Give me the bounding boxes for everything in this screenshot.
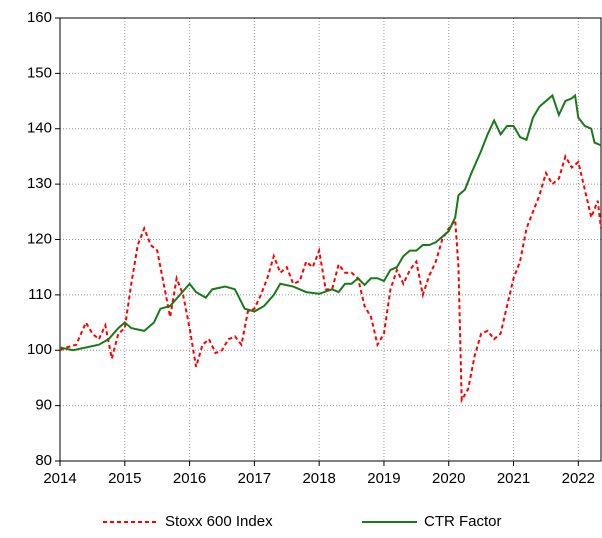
y-tick-label: 160 [27, 9, 52, 26]
plot-frame [59, 17, 602, 462]
y-tick-label: 90 [35, 397, 52, 414]
x-tick-label: 2022 [562, 470, 595, 487]
y-tick-label: 140 [27, 120, 52, 137]
data-line [59, 93, 602, 352]
y-tick-label: 130 [27, 175, 52, 192]
x-tick-label: 2016 [173, 470, 206, 487]
x-tick-label: 2020 [432, 470, 465, 487]
legend-label: Stoxx 600 Index [165, 513, 273, 530]
y-tick-label: 110 [28, 286, 52, 303]
y-tick-label: 120 [27, 230, 52, 247]
data-line [59, 153, 602, 404]
legend-label: CTR Factor [424, 513, 502, 530]
x-tick-label: 2015 [108, 470, 141, 487]
y-tick-label: 150 [27, 64, 52, 81]
x-tick-label: 2017 [238, 470, 271, 487]
y-tick-label: 100 [27, 341, 52, 358]
y-tick-label: 80 [35, 452, 52, 469]
x-tick-label: 2018 [302, 470, 335, 487]
x-tick-label: 2014 [43, 470, 76, 487]
x-tick-label: 2021 [497, 470, 530, 487]
x-tick-label: 2019 [367, 470, 400, 487]
